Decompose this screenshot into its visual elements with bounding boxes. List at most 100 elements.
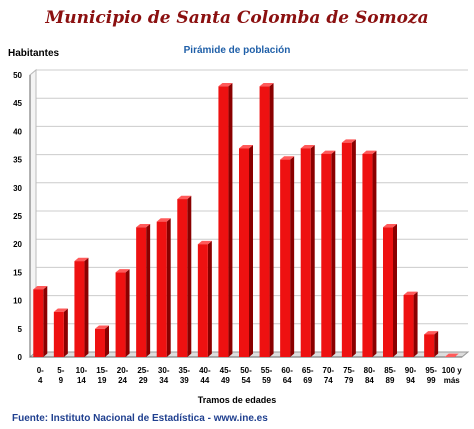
bar [444,353,459,357]
bar-front [300,148,311,357]
bar-top [53,308,68,312]
bar-front [177,199,188,357]
bar [136,223,151,357]
y-tick-label: 25 [13,212,22,221]
bar-side [105,325,109,357]
bar [177,195,192,357]
bar-top [218,82,233,87]
bar [53,308,68,357]
bar [95,325,109,357]
bar [321,150,336,357]
bar [239,144,253,357]
y-tick-label: 5 [18,325,23,334]
bar-top [95,325,109,329]
bar-top [362,150,377,154]
x-tick-label: 90-94 [405,366,417,385]
x-tick-labels: 0-4 5-9 10-14 15-19 20-24 25-29 30-34 35-39 40-4… [37,366,463,385]
bar-front [197,244,208,357]
bar-front [95,328,105,357]
bar-side [63,308,68,357]
bar-front [362,153,373,357]
bar [197,240,212,357]
y-axis-label: Habitantes [8,48,60,59]
x-tick-label: 70-74 [323,366,335,385]
bar-front [321,153,332,357]
bar-top [341,139,356,143]
bar-side [290,156,295,357]
x-tick-label: 20-24 [117,366,129,385]
y-tick-label: 30 [13,184,22,193]
bar-front [341,142,352,357]
x-tick-label: 30-34 [158,366,170,385]
bar-side [207,240,212,357]
bar-top [259,82,274,87]
bar-top [197,240,212,245]
y-tick-labels: 0 5 10 15 20 25 30 35 40 45 50 [13,71,22,362]
y-tick-label: 15 [13,268,22,277]
x-tick-label: 15-19 [96,366,108,385]
x-tick-label: 50-54 [240,366,252,385]
bar [156,218,171,357]
bar-front [383,227,393,357]
bar-side [351,139,356,357]
x-tick-label: 45-49 [220,366,232,385]
x-tick-label: 100 y más [442,366,463,385]
bar [33,285,48,357]
x-tick-label: 65-69 [302,366,314,385]
bar-top [136,223,151,228]
bar-side [310,144,315,357]
y-tick-label: 50 [13,71,22,80]
x-tick-label: 55-59 [261,366,273,385]
bar-side [331,150,336,357]
bar [115,269,130,357]
bar-front [259,86,270,357]
bar-side [413,291,418,357]
bar [74,257,89,357]
bar-top [300,144,315,149]
bar-side [125,269,130,357]
bar-front [403,294,414,357]
bar-front [156,221,167,357]
bar-side [393,223,397,357]
bar-side [166,218,171,357]
x-tick-label: 60-64 [281,366,293,385]
x-tick-label: 40-44 [199,366,211,385]
bar-side [187,195,192,357]
bar [403,291,418,357]
x-tick-label: 0-4 [37,366,44,385]
source-note: Fuente: Instituto Nacional de Estadístic… [12,413,268,424]
bar-side [269,82,274,358]
bar-top [321,150,336,154]
bar [383,223,397,357]
bar-top [156,218,171,222]
bar [280,156,295,357]
y-tick-label: 10 [13,297,22,306]
bar-top [280,156,295,160]
x-tick-label: 75-79 [343,366,355,385]
bar [259,82,274,358]
y-tick-label: 0 [18,353,23,362]
bar-front [239,148,249,357]
bar [341,139,356,357]
bar-front [115,272,126,357]
y-tick-label: 20 [13,240,22,249]
chart-title: Pirámide de población [183,45,291,56]
bar-front [53,311,64,357]
page-title: Municipio de Santa Colomba de Somoza [45,8,429,28]
x-tick-label: 80-84 [364,366,376,385]
x-tick-label: 95-99 [425,366,437,385]
x-tick-label: 35-39 [179,366,191,385]
bar-side [146,223,151,357]
bar-front [218,86,229,357]
x-axis-label: Tramos de edades [197,395,277,405]
bar-top [424,331,439,335]
bar-front [136,227,147,357]
bar [218,82,233,358]
bar [362,150,377,357]
bar-top [444,353,459,357]
y-tick-label: 45 [13,99,22,108]
bar-top [383,223,397,228]
bar-side [43,285,48,357]
bar [424,331,439,357]
